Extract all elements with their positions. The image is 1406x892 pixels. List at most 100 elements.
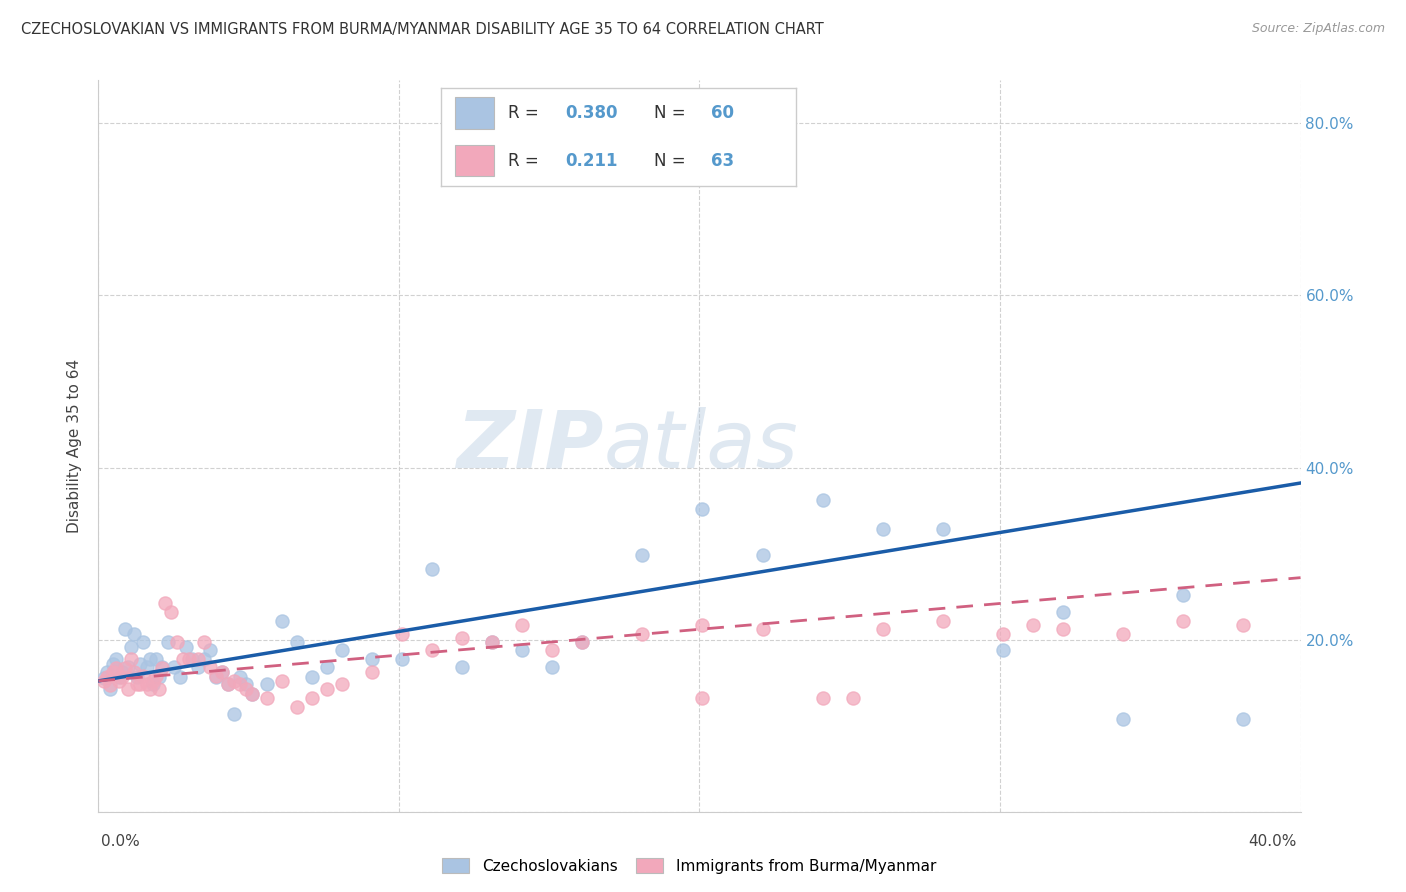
Point	[187, 660, 209, 674]
Point	[451, 660, 474, 674]
Text: 40.0%: 40.0%	[1249, 834, 1296, 848]
Point	[127, 670, 149, 684]
Point	[117, 681, 139, 696]
Point	[148, 681, 170, 696]
Point	[631, 549, 654, 563]
Point	[932, 523, 955, 537]
Point	[1052, 622, 1074, 636]
Point	[330, 643, 353, 657]
Point	[187, 651, 209, 665]
Point	[510, 643, 533, 657]
Point	[991, 643, 1014, 657]
Point	[991, 626, 1014, 640]
Point	[204, 669, 226, 683]
Point	[811, 691, 834, 706]
Point	[129, 657, 152, 671]
Text: CZECHOSLOVAKIAN VS IMMIGRANTS FROM BURMA/MYANMAR DISABILITY AGE 35 TO 64 CORRELA: CZECHOSLOVAKIAN VS IMMIGRANTS FROM BURMA…	[21, 22, 824, 37]
Point	[159, 605, 181, 619]
Point	[96, 665, 118, 680]
Point	[1232, 618, 1254, 632]
Point	[842, 691, 865, 706]
Point	[124, 665, 146, 680]
Point	[111, 670, 134, 684]
Point	[150, 660, 173, 674]
Point	[96, 670, 118, 684]
Point	[932, 614, 955, 628]
Point	[156, 635, 179, 649]
Text: atlas: atlas	[603, 407, 799, 485]
Point	[1173, 614, 1195, 628]
Point	[180, 651, 202, 665]
Point	[235, 681, 257, 696]
Point	[222, 673, 245, 688]
Point	[198, 660, 221, 674]
Point	[285, 699, 308, 714]
Point	[240, 687, 263, 701]
Point	[100, 678, 122, 692]
Point	[571, 635, 593, 649]
Point	[872, 523, 894, 537]
Point	[174, 640, 197, 654]
Point	[117, 660, 139, 674]
Point	[114, 661, 136, 675]
Point	[481, 635, 503, 649]
Point	[315, 681, 337, 696]
Point	[129, 677, 152, 691]
Point	[153, 597, 176, 611]
Point	[315, 660, 337, 674]
Point	[391, 626, 413, 640]
Point	[217, 677, 239, 691]
Point	[240, 687, 263, 701]
Point	[361, 651, 384, 665]
Point	[270, 673, 292, 688]
Point	[301, 670, 323, 684]
Point	[121, 640, 143, 654]
Point	[145, 669, 167, 683]
Point	[105, 651, 128, 665]
Point	[141, 673, 163, 688]
Point	[138, 651, 160, 665]
Point	[541, 660, 564, 674]
Point	[692, 501, 714, 516]
Point	[193, 651, 215, 665]
Point	[132, 635, 155, 649]
Legend: Czechoslovakians, Immigrants from Burma/Myanmar: Czechoslovakians, Immigrants from Burma/…	[436, 852, 942, 880]
Point	[361, 665, 384, 680]
Point	[631, 626, 654, 640]
Text: ZIP: ZIP	[456, 407, 603, 485]
Point	[103, 657, 125, 671]
Point	[141, 677, 163, 691]
Point	[172, 651, 194, 665]
Point	[105, 661, 128, 675]
Point	[211, 665, 233, 680]
Text: Source: ZipAtlas.com: Source: ZipAtlas.com	[1251, 22, 1385, 36]
Point	[391, 651, 413, 665]
Point	[193, 635, 215, 649]
Point	[93, 671, 115, 685]
Point	[692, 691, 714, 706]
Point	[256, 677, 278, 691]
Point	[121, 652, 143, 666]
Point	[420, 643, 443, 657]
Point	[751, 622, 773, 636]
Point	[138, 681, 160, 696]
Point	[270, 614, 292, 628]
Point	[217, 677, 239, 691]
Point	[510, 618, 533, 632]
Point	[166, 635, 188, 649]
Point	[811, 493, 834, 508]
Point	[145, 651, 167, 665]
Point	[541, 643, 564, 657]
Point	[204, 670, 226, 684]
Point	[222, 707, 245, 722]
Point	[103, 665, 125, 680]
Point	[228, 677, 250, 691]
Point	[692, 618, 714, 632]
Point	[256, 691, 278, 706]
Point	[451, 631, 474, 645]
Point	[420, 562, 443, 576]
Point	[127, 677, 149, 691]
Point	[285, 635, 308, 649]
Point	[93, 673, 115, 688]
Point	[1052, 605, 1074, 619]
